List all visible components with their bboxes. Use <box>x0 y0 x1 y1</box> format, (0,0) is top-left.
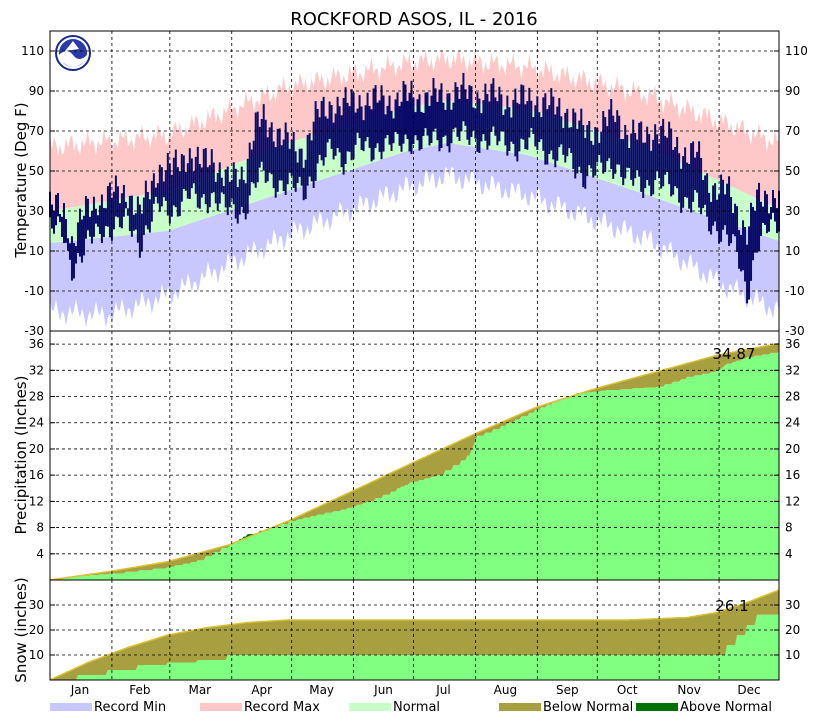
temperature-panel: -30 -30 -10 -10 10 10 30 30 50 50 70 70 90 90 110 110 <box>21 30 808 338</box>
snow-tick-label: 20 <box>29 623 44 637</box>
temperature-tick-label: 90 <box>29 84 44 98</box>
temperature-tick-label: 90 <box>785 84 800 98</box>
chart-title: ROCKFORD ASOS, IL - 2016 <box>290 9 538 30</box>
precipitation-panel: 4 4 8 8 12 12 16 16 20 20 24 24 28 28 32 32 36 36 34.87 <box>29 330 800 581</box>
observed-precip-area <box>50 351 779 580</box>
month-label: Jun <box>373 683 393 697</box>
legend-swatch <box>50 703 92 711</box>
legend-swatch <box>499 703 541 711</box>
temperature-tick-label: -30 <box>785 324 805 338</box>
temperature-tick-label: -10 <box>785 284 805 298</box>
legend-label: Record Max <box>244 700 320 715</box>
precipitation-tick-label: 12 <box>29 494 44 508</box>
temperature-tick-label: -30 <box>24 324 44 338</box>
snow-total-label: 26.1 <box>715 597 748 615</box>
month-label: Mar <box>188 683 211 697</box>
precipitation-tick-label: 24 <box>785 416 800 430</box>
precipitation-tick-label: 32 <box>785 363 800 377</box>
legend-swatch <box>200 703 242 711</box>
below-normal-snow <box>50 590 779 680</box>
record-max-band <box>50 48 779 212</box>
precipitation-tick-label: 36 <box>785 337 800 351</box>
record-min-band <box>50 143 779 328</box>
snow-tick-label: 30 <box>29 598 44 612</box>
normal-snow-line <box>49 589 780 681</box>
temperature-tick-label: 30 <box>785 204 800 218</box>
snow-frame <box>49 579 780 681</box>
month-label: Nov <box>677 683 700 697</box>
precipitation-tick-label: 36 <box>29 337 44 351</box>
snow-axis-label: Snow (inches) <box>12 577 30 682</box>
snow-tick-label: 20 <box>785 623 800 637</box>
legend-swatch <box>636 703 678 711</box>
legend-label: Above Normal <box>680 700 772 715</box>
snow-panel: 10 10 20 20 30 30 26.1 <box>29 579 800 681</box>
legend-label: Below Normal <box>543 700 633 715</box>
precipitation-tick-label: 20 <box>785 442 800 456</box>
snow-tick-label: 10 <box>29 648 44 662</box>
month-label: Oct <box>617 683 638 697</box>
temperature-tick-label: 50 <box>785 164 800 178</box>
precipitation-tick-label: 24 <box>29 416 44 430</box>
precipitation-tick-label: 32 <box>29 363 44 377</box>
month-label: Feb <box>129 683 150 697</box>
legend-label: Record Min <box>94 700 166 715</box>
observed-snow-area <box>50 614 779 680</box>
precipitation-tick-label: 16 <box>29 468 44 482</box>
month-label: Jul <box>435 683 450 697</box>
normal-precip-line <box>49 342 780 581</box>
temperature-tick-label: 110 <box>785 44 808 58</box>
precipitation-tick-label: 12 <box>785 494 800 508</box>
legend: Record Min Record Max Normal Below Normal Ab… <box>50 700 772 715</box>
month-label: Dec <box>737 683 760 697</box>
legend-swatch <box>349 703 391 711</box>
noaa-logo-icon <box>55 35 91 71</box>
precipitation-tick-label: 8 <box>36 521 44 535</box>
temperature-axis-label: Temperature (Deg F) <box>12 102 30 258</box>
legend-label: Normal <box>393 700 440 715</box>
snow-tick-label: 30 <box>785 598 800 612</box>
month-label: May <box>309 683 334 697</box>
temperature-tick-label: 10 <box>29 244 44 258</box>
month-label: Apr <box>251 683 272 697</box>
month-label: Jan <box>70 683 90 697</box>
temperature-tick-label: -10 <box>24 284 44 298</box>
precipitation-tick-label: 4 <box>785 547 793 561</box>
month-axis: Jan Feb Mar Apr May Jun Jul Aug Sep Oct Nov Dec <box>70 683 761 697</box>
precipitation-tick-label: 4 <box>36 547 44 561</box>
below-normal-precip <box>50 343 779 580</box>
precipitation-tick-label: 20 <box>29 442 44 456</box>
month-label: Sep <box>556 683 579 697</box>
precipitation-tick-label: 8 <box>785 521 793 535</box>
snow-tick-label: 10 <box>785 648 800 662</box>
temperature-tick-label: 70 <box>29 124 44 138</box>
temperature-tick-label: 110 <box>21 44 44 58</box>
month-label: Aug <box>494 683 517 697</box>
temperature-tick-label: 70 <box>785 124 800 138</box>
temperature-tick-label: 10 <box>785 244 800 258</box>
precipitation-tick-label: 28 <box>29 390 44 404</box>
precipitation-tick-label: 16 <box>785 468 800 482</box>
precipitation-total-label: 34.87 <box>713 345 756 363</box>
temperature-tick-label: 30 <box>29 204 44 218</box>
precipitation-tick-label: 28 <box>785 390 800 404</box>
temperature-tick-label: 50 <box>29 164 44 178</box>
precipitation-axis-label: Precipitation (Inches) <box>12 376 30 535</box>
